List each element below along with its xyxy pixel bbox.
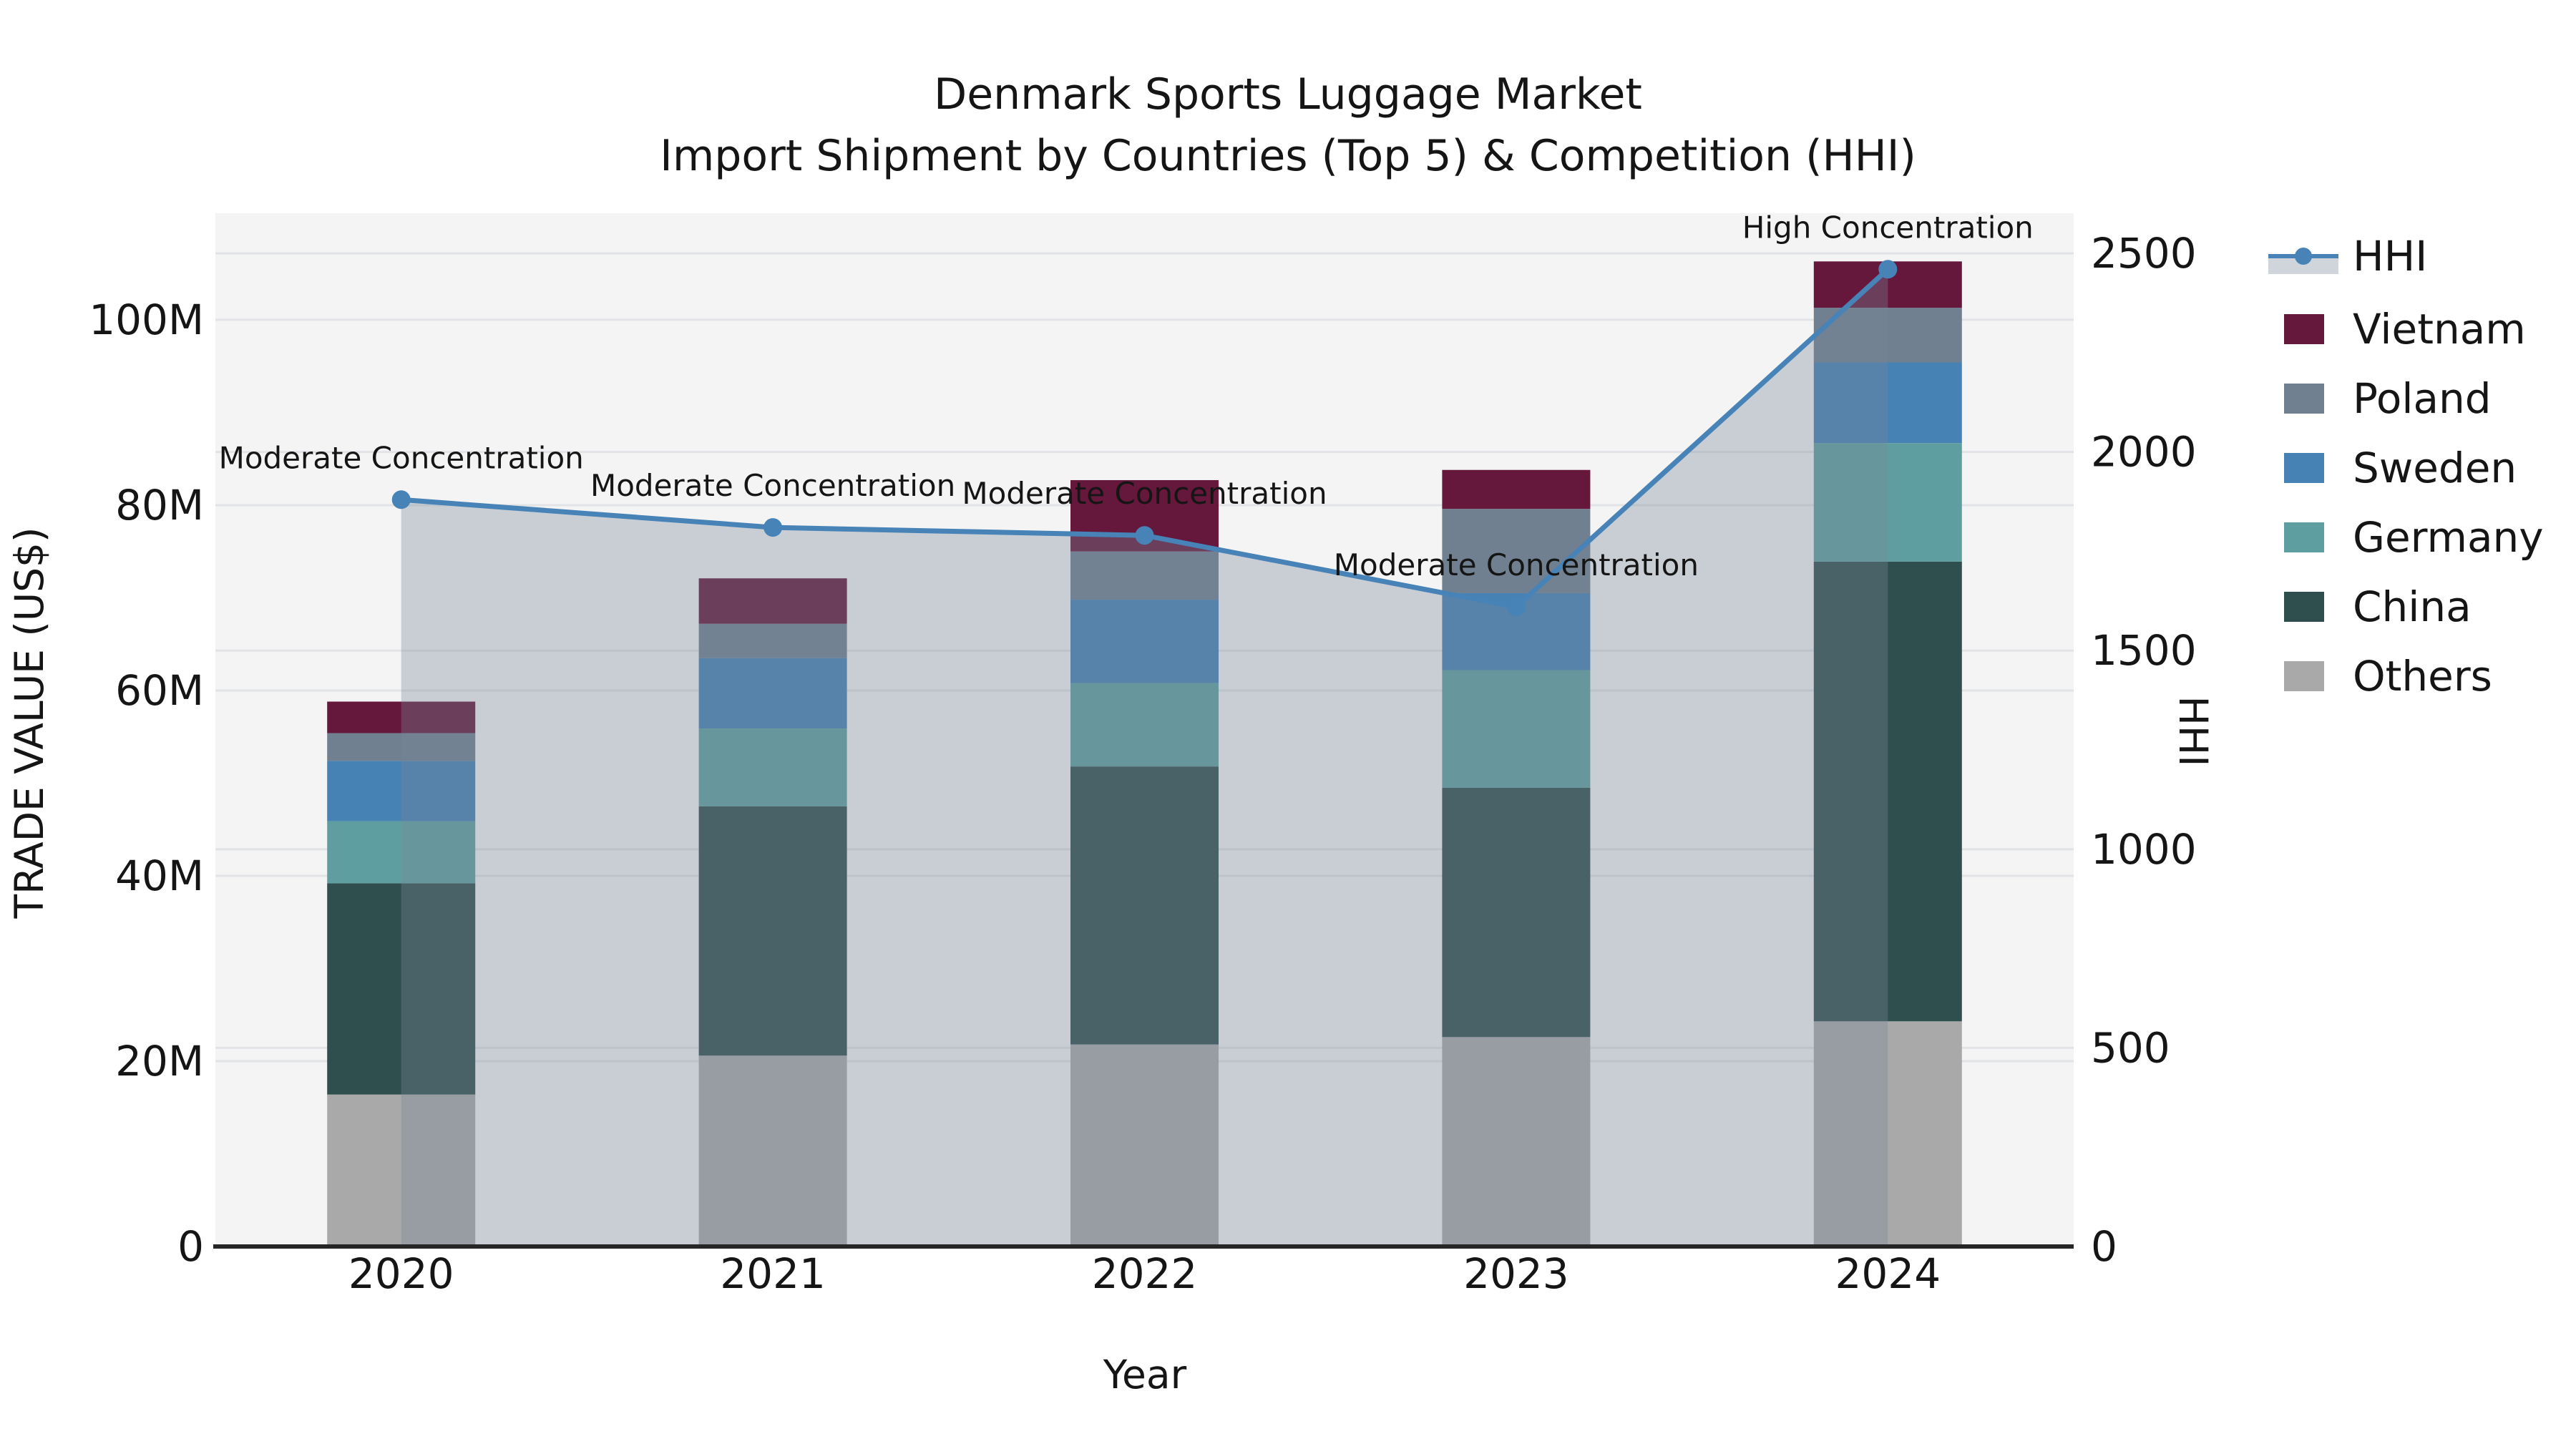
- bar-segment-sweden-2024: [1813, 362, 1962, 444]
- hhi-marker-2023: [1506, 597, 1526, 617]
- bar-segment-vietnam-2021: [698, 578, 847, 624]
- chart-title-line2: Import Shipment by Countries (Top 5) & C…: [660, 131, 1916, 181]
- bar-segment-china-2024: [1813, 561, 1962, 1022]
- bar-segment-germany-2021: [698, 728, 847, 806]
- legend-label-vietnam: Vietnam: [2353, 305, 2526, 353]
- legend-swatch-poland: [2284, 384, 2324, 414]
- legend-label-china: China: [2353, 582, 2472, 631]
- bar-segment-germany-2023: [1442, 670, 1591, 788]
- legend-label-poland: Poland: [2353, 374, 2492, 423]
- x-tick-label: 2021: [720, 1249, 826, 1298]
- y-tick-label-left: 0: [177, 1222, 204, 1271]
- hhi-marker-2020: [391, 490, 411, 509]
- bar-segment-sweden-2020: [327, 761, 476, 821]
- bar-segment-others-2021: [698, 1055, 847, 1246]
- legend-swatch-china: [2284, 592, 2324, 622]
- annotation-2021: Moderate Concentration: [590, 468, 955, 503]
- bar-segment-sweden-2022: [1070, 600, 1219, 683]
- hhi-area: [401, 269, 1888, 1247]
- x-tick-label: 2023: [1463, 1249, 1569, 1298]
- x-tick-label: 2020: [348, 1249, 454, 1298]
- chart-title-line1: Denmark Sports Luggage Market: [934, 69, 1642, 119]
- bar-segment-china-2020: [327, 883, 476, 1095]
- legend-hhi-marker-sample: [2295, 248, 2312, 265]
- legend-label-hhi: HHI: [2353, 232, 2427, 280]
- bar-segment-poland-2022: [1070, 551, 1219, 600]
- legend-label-sweden: Sweden: [2353, 444, 2517, 492]
- y-tick-label-right: 500: [2091, 1023, 2170, 1072]
- bar-segment-others-2022: [1070, 1044, 1219, 1246]
- bar-segment-others-2023: [1442, 1037, 1591, 1246]
- annotation-2023: Moderate Concentration: [1334, 547, 1699, 582]
- y-tick-label-left: 40M: [115, 852, 204, 900]
- bar-segment-poland-2023: [1442, 509, 1591, 593]
- bar-segment-china-2023: [1442, 787, 1591, 1038]
- y-axis-label-right: HHI: [2170, 696, 2216, 767]
- legend-swatch-sweden: [2284, 453, 2324, 483]
- annotation-2020: Moderate Concentration: [219, 440, 584, 475]
- y-tick-label-left: 60M: [115, 666, 204, 715]
- y-tick-label-right: 0: [2091, 1222, 2117, 1271]
- y-tick-label-left: 100M: [89, 296, 204, 344]
- bar-segment-germany-2024: [1813, 443, 1962, 562]
- y-tick-label-right: 2000: [2091, 428, 2197, 477]
- bar-segment-poland-2021: [698, 623, 847, 658]
- hhi-marker-2022: [1135, 526, 1154, 545]
- bar-segment-sweden-2021: [698, 658, 847, 729]
- hhi-marker-2021: [763, 518, 783, 537]
- legend-label-germany: Germany: [2353, 513, 2544, 562]
- bar-segment-china-2022: [1070, 766, 1219, 1045]
- legend-label-others: Others: [2353, 652, 2492, 701]
- bar-segment-others-2020: [327, 1094, 476, 1246]
- y-tick-label-right: 2500: [2091, 229, 2197, 278]
- bar-segment-others-2024: [1813, 1021, 1962, 1246]
- bar-segment-germany-2022: [1070, 683, 1219, 767]
- annotation-2024: High Concentration: [1742, 210, 2034, 245]
- bar-segment-vietnam-2020: [327, 701, 476, 733]
- legend-swatch-germany: [2284, 522, 2324, 552]
- legend-swatch-vietnam: [2284, 314, 2324, 344]
- bar-segment-china-2021: [698, 806, 847, 1056]
- annotation-2022: Moderate Concentration: [962, 476, 1327, 511]
- y-tick-label-right: 1000: [2091, 825, 2197, 874]
- y-tick-label-left: 20M: [115, 1037, 204, 1085]
- x-tick-label: 2022: [1092, 1249, 1198, 1298]
- y-tick-label-right: 1500: [2091, 626, 2197, 675]
- legend-swatch-others: [2284, 661, 2324, 691]
- y-axis-label-left: TRADE VALUE (US$): [6, 527, 52, 919]
- hhi-marker-2024: [1878, 260, 1898, 279]
- x-axis-label: Year: [1103, 1352, 1187, 1397]
- bar-segment-germany-2020: [327, 821, 476, 884]
- x-tick-label: 2024: [1835, 1249, 1941, 1298]
- y-tick-label-left: 80M: [115, 481, 204, 530]
- bar-segment-vietnam-2023: [1442, 469, 1591, 509]
- bar-segment-poland-2020: [327, 733, 476, 761]
